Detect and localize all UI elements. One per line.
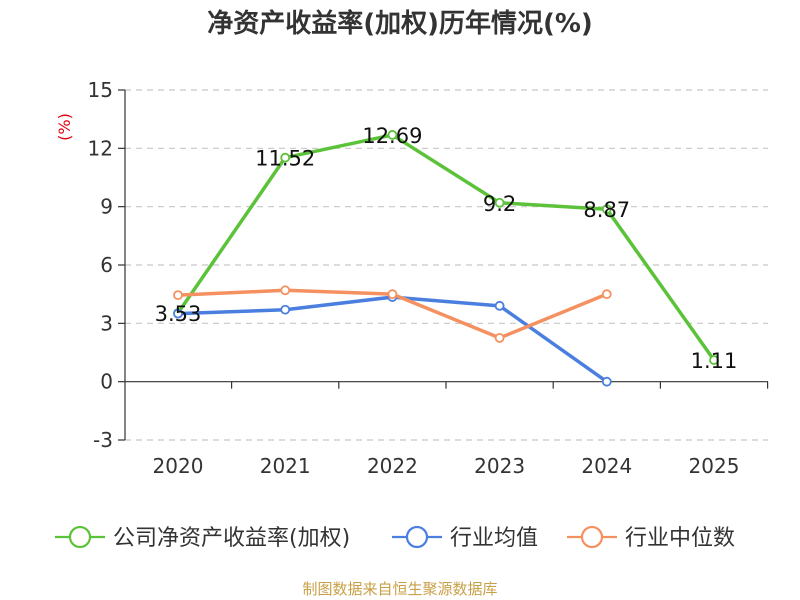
data-label: 11.52 <box>255 147 315 171</box>
data-labels: 3.53 11.52 12.69 9.2 8.87 1.11 <box>155 124 738 373</box>
grid-lines <box>125 89 768 441</box>
data-label: 1.11 <box>691 349 738 373</box>
series-line-1 <box>177 295 608 384</box>
y-axis-ticks: 15 12 9 6 3 0 -3 <box>88 78 125 452</box>
y-tick-label: 6 <box>100 253 113 277</box>
data-label: 9.2 <box>483 192 516 216</box>
x-tick-label: 2021 <box>260 454 311 478</box>
y-tick-label: 12 <box>88 136 113 160</box>
legend-label: 公司净资产收益率(加权) <box>113 526 350 551</box>
series-line-0 <box>176 133 716 362</box>
source-note: 制图数据来自恒生聚源数据库 <box>302 580 497 598</box>
legend-item-2: 行业中位数 <box>567 525 735 551</box>
x-tick-label: 2023 <box>474 454 525 478</box>
data-point <box>601 289 612 300</box>
y-tick-label: 3 <box>100 311 113 335</box>
y-unit-label: (%) <box>55 113 74 141</box>
legend-marker <box>405 525 429 549</box>
data-label: 3.53 <box>155 302 202 326</box>
y-tick-label: 9 <box>100 195 113 219</box>
data-point <box>709 355 719 365</box>
x-tick-label: 2024 <box>581 454 632 478</box>
data-point <box>280 285 291 296</box>
x-tick-label: 2022 <box>367 454 418 478</box>
data-point <box>601 204 612 215</box>
legend-label: 行业均值 <box>450 526 538 551</box>
legend-item-0: 公司净资产收益率(加权) <box>55 525 350 551</box>
data-point <box>387 289 398 300</box>
x-tick-label: 2020 <box>153 454 204 478</box>
data-point <box>601 376 612 387</box>
chart-title: 净资产收益率(加权)历年情况(%) <box>207 8 593 39</box>
data-point <box>494 333 505 343</box>
data-point <box>494 197 505 208</box>
data-point <box>387 130 398 140</box>
legend-marker <box>68 525 92 549</box>
legend: 公司净资产收益率(加权) 行业均值 行业中位数 <box>55 525 735 551</box>
y-tick-label: 0 <box>100 370 113 394</box>
data-point <box>173 290 183 301</box>
data-point <box>173 308 183 319</box>
y-tick-label: 15 <box>88 78 113 102</box>
legend-item-1: 行业均值 <box>392 525 538 551</box>
x-axis-ticks: 2020 2021 2022 2023 2024 2025 <box>153 381 769 478</box>
data-point <box>280 152 291 163</box>
y-tick-label: -3 <box>93 428 113 452</box>
legend-label: 行业中位数 <box>625 526 735 551</box>
data-label: 8.87 <box>583 198 630 222</box>
x-tick-label: 2025 <box>689 454 740 478</box>
data-label: 12.69 <box>362 124 422 148</box>
legend-marker <box>580 525 604 549</box>
series-layer <box>173 130 719 387</box>
data-point <box>494 300 505 311</box>
data-point <box>280 304 291 315</box>
